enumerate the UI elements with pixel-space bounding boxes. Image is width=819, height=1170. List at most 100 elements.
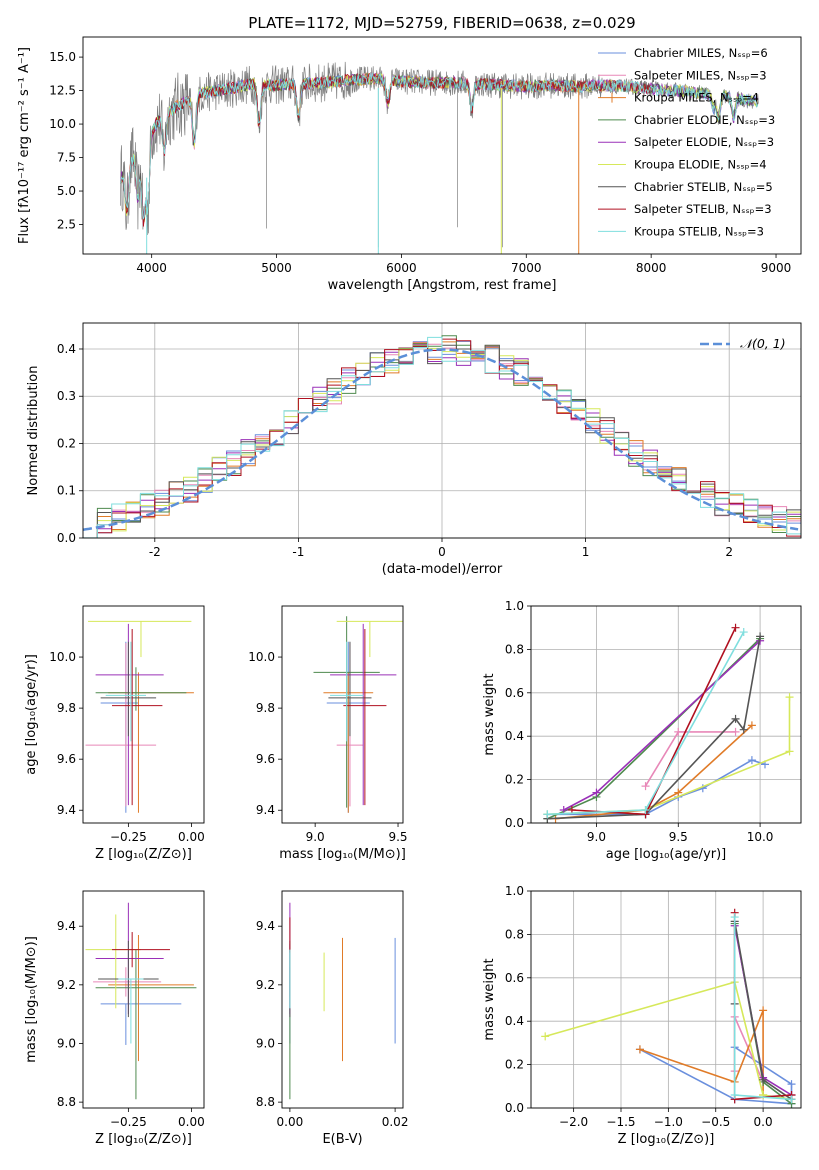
y-tick-label: 0.4 [505, 729, 524, 743]
weight-line-kroupa_elodie [544, 981, 792, 1101]
axes-spectrum: 4000 5000 6000 7000 8000 9000 2.5 5.0 7.5 10.0 12.… [17, 14, 802, 293]
weight-marker-chabrier_stelib [739, 725, 748, 734]
x-tick-label: 0 [438, 545, 446, 559]
legend-entry-salpeter_miles: Salpeter MILES, Nₛₛₚ=3 [634, 68, 767, 82]
weight-marker-salpeter_miles [641, 782, 650, 791]
y-tick-label: 0.6 [505, 686, 524, 700]
weight-marker-kroupa_stelib [787, 1095, 796, 1104]
plot-area [289, 902, 396, 1100]
x-tick-label: 0.00 [277, 1115, 304, 1129]
y-tick-label: 0.2 [505, 1058, 524, 1072]
weight-marker-kroupa_stelib [730, 1090, 739, 1099]
weight-marker-kroupa_miles [747, 721, 756, 730]
x-tick-label: −0.5 [701, 1115, 730, 1129]
x-axis-label: age [log₁₀(age/yr)] [606, 847, 727, 862]
x-axis-label: Z [log₁₀(Z/Z⊙)] [95, 1132, 192, 1147]
x-tick-label: −2.0 [559, 1115, 588, 1129]
x-tick-label: −0.25 [110, 1115, 147, 1129]
x-tick-label: -1 [292, 545, 304, 559]
weight-marker-kroupa_stelib [543, 810, 552, 819]
weight-marker-kroupa_miles [674, 788, 683, 797]
weight-marker-salpeter_stelib [731, 623, 740, 632]
legend-entry-chabrier_stelib: Chabrier STELIB, Nₛₛₚ=5 [634, 180, 773, 194]
y-tick-label: 9.2 [57, 978, 76, 992]
x-tick-label: 9.0 [306, 830, 325, 844]
y-tick-label: 12.5 [49, 84, 76, 98]
weight-marker-salpeter_miles [731, 727, 740, 736]
y-tick-label: 10.0 [49, 650, 76, 664]
x-tick-label: 0.0 [754, 1115, 773, 1129]
y-tick-label: 0.0 [505, 816, 524, 830]
x-tick-label: 9000 [761, 261, 792, 275]
x-axis-label: mass [log₁₀(M/M⊙)] [279, 847, 406, 862]
legend-entry-kroupa_miles: Kroupa MILES, Nₛₛₚ=4 [634, 91, 759, 105]
weight-line-chabrier_elodie [547, 637, 761, 820]
weight-marker-chabrier_stelib [759, 1075, 768, 1084]
axes-frame [281, 890, 404, 1109]
plot-area [120, 61, 759, 254]
axes-mass_vs_z: −0.25 0.00 8.8 9.0 9.2 9.4 Z [log₁₀(Z/Z⊙)] mass… [24, 890, 205, 1147]
y-tick-label: 0.4 [57, 342, 76, 356]
x-tick-label: −0.25 [110, 830, 147, 844]
y-tick-label: 7.5 [57, 151, 76, 165]
axes-age_vs_mass: 9.0 9.5 9.4 9.6 9.8 10.0 mass [log₁₀(M/M⊙)] [248, 605, 408, 862]
axes-frame [530, 605, 802, 824]
y-tick-label: 15.0 [49, 50, 76, 64]
axes-frame [82, 322, 802, 539]
plot-area [541, 908, 796, 1108]
y-axis-label: age [log₁₀(age/yr)] [24, 654, 39, 775]
chart-title: PLATE=1172, MJD=52759, FIBERID=0638, z=0… [248, 14, 635, 32]
y-tick-label: 5.0 [57, 184, 76, 198]
y-tick-label: 0.3 [57, 389, 76, 403]
y-tick-label: 9.8 [256, 701, 275, 715]
y-axis-label: Normed distribution [26, 366, 41, 496]
weight-line-kroupa_miles [555, 724, 753, 820]
legend-entry-chabrier_miles: Chabrier MILES, Nₛₛₚ=6 [634, 46, 768, 60]
x-tick-label: 10.0 [747, 830, 774, 844]
x-tick-label: 4000 [136, 261, 167, 275]
legend-entry-normal: 𝒩(0, 1) [740, 336, 786, 351]
normal-curve [83, 348, 799, 531]
y-tick-label: 9.4 [57, 919, 76, 933]
y-tick-label: 0.2 [57, 436, 76, 450]
legend-entry-salpeter_stelib: Salpeter STELIB, Nₛₛₚ=3 [634, 202, 772, 216]
y-axis-label: mass weight [482, 673, 497, 755]
x-tick-label: 0.00 [178, 1115, 205, 1129]
x-tick-label: 9.0 [587, 830, 606, 844]
y-tick-label: 8.8 [57, 1095, 76, 1109]
x-tick-label: 9.5 [388, 830, 407, 844]
weight-marker-kroupa_stelib [641, 805, 650, 814]
weight-marker-chabrier_miles [787, 1080, 796, 1089]
y-tick-label: 8.8 [256, 1095, 275, 1109]
y-tick-label: 9.2 [256, 978, 275, 992]
y-tick-label: 0.8 [505, 927, 524, 941]
x-tick-label: 1 [582, 545, 590, 559]
weight-marker-salpeter_miles [674, 727, 683, 736]
y-tick-label: 0.8 [505, 642, 524, 656]
x-tick-label: 6000 [386, 261, 417, 275]
x-axis-label: wavelength [Angstrom, rest frame] [328, 278, 557, 293]
x-tick-label: 9.5 [669, 830, 688, 844]
weight-marker-salpeter_elodie [559, 805, 568, 814]
plot-area [85, 620, 194, 813]
axes-frame [82, 36, 802, 255]
x-axis-label: Z [log₁₀(Z/Z⊙)] [618, 1132, 715, 1147]
weight-marker-kroupa_elodie [541, 1032, 550, 1041]
x-tick-label: −1.0 [654, 1115, 683, 1129]
axes-frame [530, 890, 802, 1109]
plot-area [543, 623, 794, 823]
x-tick-label: 0.00 [178, 830, 205, 844]
weight-line-chabrier_stelib [547, 636, 761, 820]
weight-marker-kroupa_stelib [730, 913, 739, 922]
y-tick-label: 9.6 [256, 752, 275, 766]
y-tick-label: 9.4 [57, 803, 76, 817]
plot-area [313, 616, 403, 813]
y-tick-label: 0.6 [505, 971, 524, 985]
y-axis-label: Flux [fλ10⁻¹⁷ erg cm⁻² s⁻¹ A⁻¹] [17, 47, 32, 244]
model-spectrum-kroupa_stelib [120, 73, 759, 220]
weight-marker-chabrier_stelib [731, 714, 740, 723]
weight-line-kroupa_elodie [547, 697, 791, 816]
x-axis-label: E(B-V) [322, 1132, 362, 1147]
legend-entry-kroupa_elodie: Kroupa ELODIE, Nₛₛₚ=4 [634, 158, 767, 172]
y-tick-label: 2.5 [57, 218, 76, 232]
